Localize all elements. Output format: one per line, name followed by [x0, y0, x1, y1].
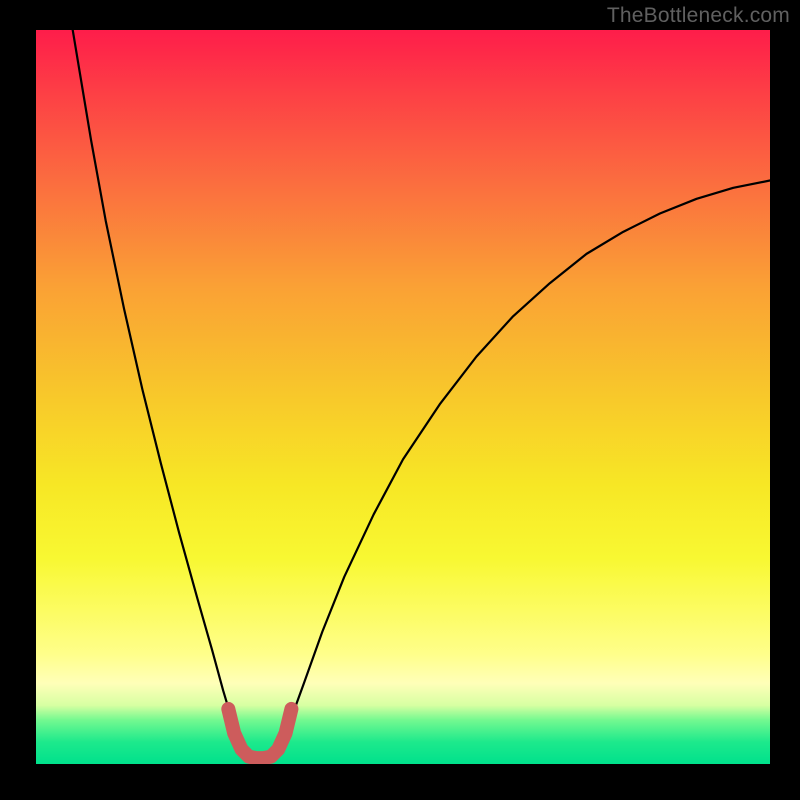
watermark-text: TheBottleneck.com [607, 4, 790, 28]
chart-svg [36, 30, 770, 764]
gradient-background [36, 30, 770, 764]
plot-area [36, 30, 770, 764]
chart-stage: TheBottleneck.com [0, 0, 800, 800]
